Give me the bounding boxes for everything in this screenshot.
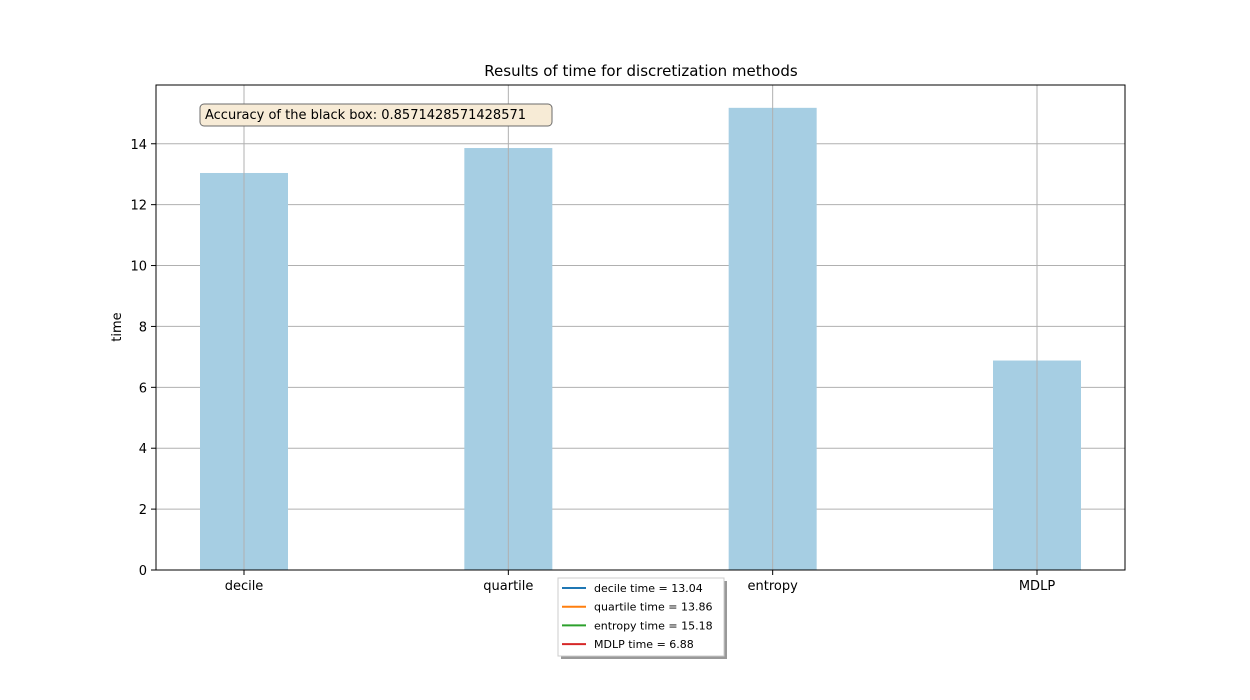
legend-label: quartile time = 13.86 (594, 601, 712, 614)
y-tick-label: 6 (139, 381, 147, 396)
y-tick-label: 0 (139, 564, 147, 579)
y-tick-label: 12 (130, 199, 147, 214)
accuracy-annotation: Accuracy of the black box: 0.85714285714… (199, 103, 553, 127)
y-tick-label: 4 (139, 442, 147, 457)
x-tick-label: MDLP (1019, 579, 1055, 594)
legend-label: entropy time = 15.18 (594, 619, 713, 632)
y-axis-label: time (110, 312, 125, 341)
legend-box (557, 577, 725, 657)
annotation-text: Accuracy of the black box: 0.85714285714… (205, 108, 526, 123)
chart-title: Results of time for discretization metho… (484, 62, 798, 80)
x-tick-label: decile (225, 579, 264, 594)
annotation-box (199, 103, 553, 127)
y-tick-label: 14 (130, 138, 147, 153)
legend-label: MDLP time = 6.88 (594, 638, 694, 651)
y-tick-label: 10 (130, 260, 147, 275)
legend: decile time = 13.04 quartile time = 13.86… (557, 577, 727, 659)
bars (200, 107, 1081, 571)
y-tick-label: 8 (139, 320, 147, 335)
x-tick-label: entropy (748, 579, 799, 594)
x-tick-label: quartile (483, 579, 533, 594)
x-axis-ticks: decile quartile entropy MDLP (225, 570, 1055, 594)
y-axis-ticks: 0 2 4 6 8 10 12 14 (130, 138, 156, 579)
grid-lines (156, 143, 1125, 510)
plot-frame (155, 84, 1126, 571)
legend-label: decile time = 13.04 (594, 582, 703, 595)
y-tick-label: 2 (139, 503, 147, 518)
vertical-grid-lines (243, 85, 1038, 570)
